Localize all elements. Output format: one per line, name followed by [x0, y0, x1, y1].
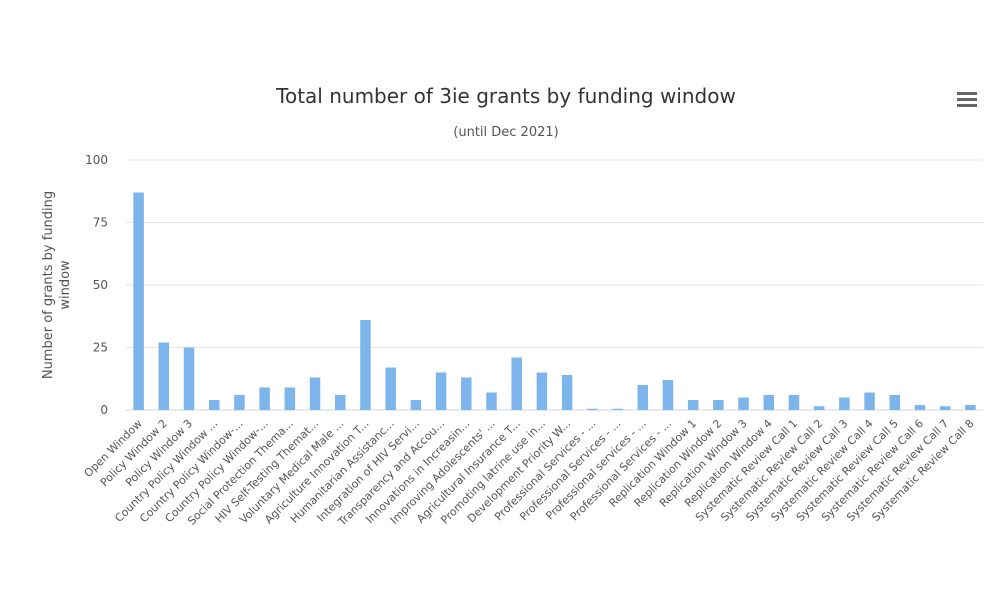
bar[interactable]	[939, 406, 951, 410]
bar[interactable]	[612, 408, 623, 410]
bar[interactable]	[360, 320, 371, 410]
bar[interactable]	[208, 400, 220, 410]
y-axis-label-line-2: window	[58, 260, 73, 310]
bar[interactable]	[133, 192, 144, 411]
bar[interactable]	[914, 405, 926, 410]
y-tick-label: 25	[93, 341, 108, 355]
bar[interactable]	[309, 377, 321, 411]
bar[interactable]	[687, 400, 699, 410]
y-axis-ticks: 0 25 50 75 100	[85, 153, 108, 417]
bar[interactable]	[183, 347, 195, 411]
bar[interactable]	[486, 392, 497, 411]
y-tick-label: 50	[93, 278, 108, 292]
bar[interactable]	[158, 342, 170, 411]
bar[interactable]	[536, 372, 548, 411]
bars	[133, 192, 976, 411]
bar[interactable]	[385, 367, 396, 411]
bar[interactable]	[461, 377, 472, 411]
bar[interactable]	[410, 400, 422, 410]
bar[interactable]	[713, 400, 724, 410]
bar[interactable]	[965, 405, 976, 410]
bar[interactable]	[662, 380, 674, 410]
y-tick-label: 100	[85, 153, 108, 167]
y-tick-label: 0	[100, 403, 108, 417]
chart-subtitle: (until Dec 2021)	[453, 125, 558, 140]
bar[interactable]	[763, 395, 775, 410]
chart-title: Total number of 3ie grants by funding wi…	[275, 84, 736, 108]
bar[interactable]	[234, 395, 245, 410]
y-axis-label-line-1: Number of grants by funding	[41, 191, 56, 379]
bar[interactable]	[284, 387, 296, 411]
bar[interactable]	[435, 372, 447, 411]
bar[interactable]	[864, 392, 875, 411]
bar[interactable]	[889, 395, 901, 410]
y-tick-label: 75	[93, 216, 108, 230]
hamburger-menu-icon[interactable]	[954, 88, 980, 112]
bar[interactable]	[561, 375, 573, 410]
gridlines	[126, 159, 983, 411]
bar[interactable]	[788, 395, 800, 410]
y-axis-label: Number of grants by funding window	[41, 191, 73, 379]
bar[interactable]	[587, 408, 598, 410]
bar[interactable]	[839, 397, 850, 411]
bar[interactable]	[813, 406, 825, 410]
bar[interactable]	[259, 387, 270, 411]
bar[interactable]	[738, 397, 749, 411]
bar[interactable]	[335, 395, 346, 410]
bar[interactable]	[511, 357, 522, 411]
bar[interactable]	[637, 385, 648, 410]
